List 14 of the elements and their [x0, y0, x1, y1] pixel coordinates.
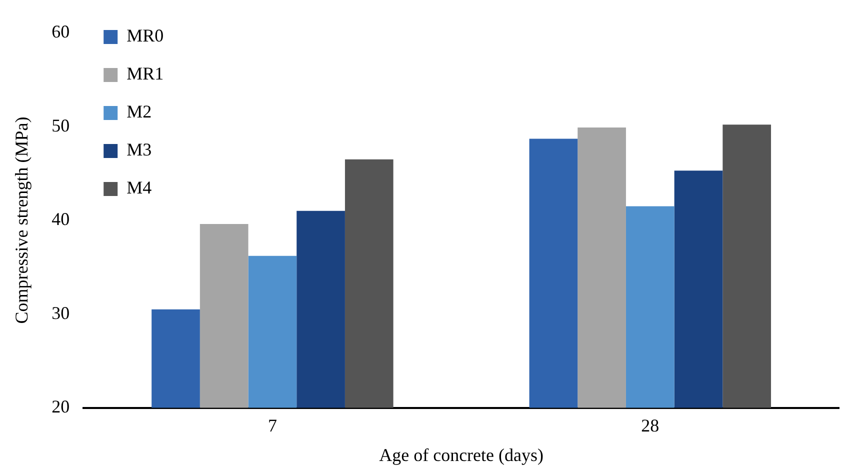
- x-tick-label: 28: [641, 415, 660, 436]
- y-tick-label: 20: [52, 396, 70, 417]
- legend-label: M2: [126, 102, 152, 122]
- legend-label: M4: [126, 178, 152, 198]
- y-tick-label: 40: [52, 209, 70, 230]
- legend-label: MR1: [126, 64, 164, 84]
- y-tick-label: 50: [52, 115, 70, 136]
- y-axis-title: Compressive strength (MPa): [12, 116, 32, 324]
- x-tick-label: 7: [268, 415, 277, 436]
- y-tick-label: 30: [52, 302, 70, 323]
- legend-label: MR0: [126, 26, 164, 46]
- x-axis-title: Age of concrete (days): [379, 444, 544, 465]
- y-tick-label: 60: [52, 22, 70, 42]
- legend-label: M3: [126, 140, 152, 160]
